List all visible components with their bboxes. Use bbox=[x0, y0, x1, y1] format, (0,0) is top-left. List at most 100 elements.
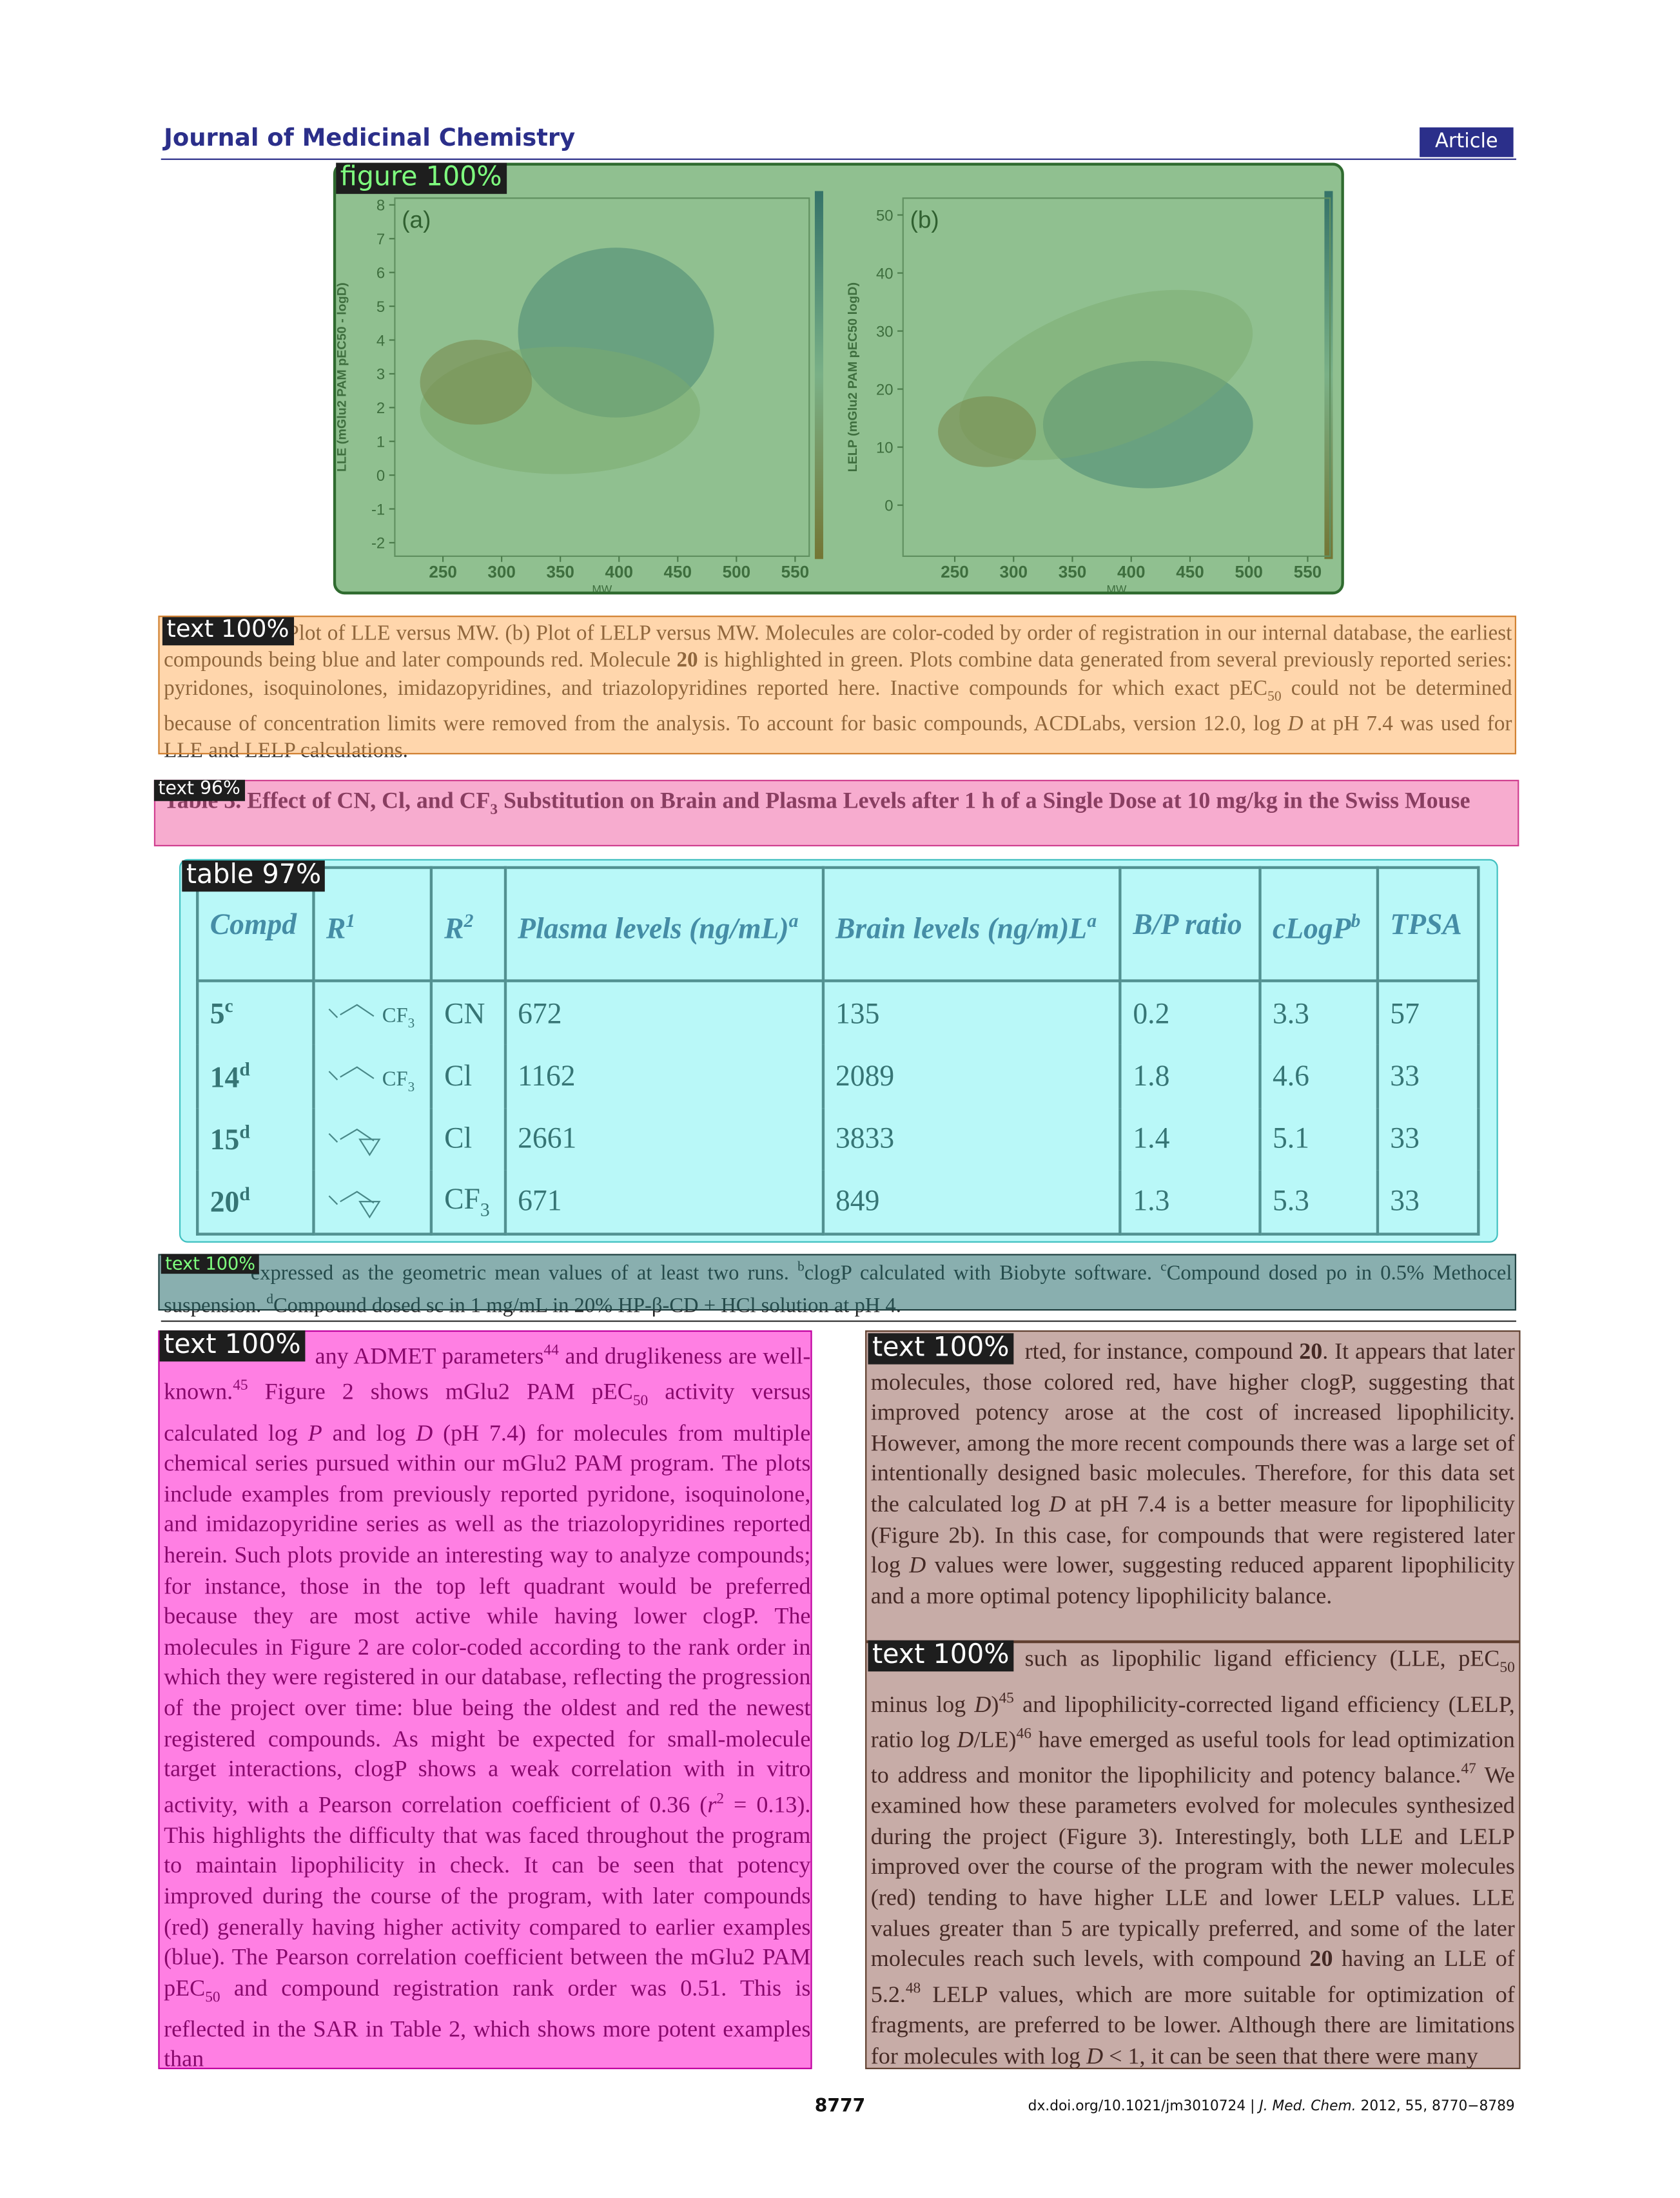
table-cell: 3833 bbox=[821, 1107, 1122, 1171]
table-cell: Cl bbox=[430, 1045, 507, 1108]
text-run: Table 3. Effect of CN, Cl, and CF bbox=[164, 786, 491, 814]
header-cell: B/P ratio bbox=[1118, 866, 1262, 983]
text-run: CF bbox=[382, 1005, 408, 1028]
table-cell: CN bbox=[430, 981, 507, 1046]
text-b: 20 bbox=[676, 648, 698, 673]
table-cell: 33 bbox=[1376, 1107, 1480, 1171]
y-tick-label: 2 bbox=[376, 400, 385, 417]
x-tick-label: 550 bbox=[1294, 562, 1322, 581]
text-run: 20 bbox=[210, 1184, 240, 1219]
y-tick-label: 10 bbox=[876, 439, 894, 456]
y-axis-title: LELP (mGlu2 PAM pEC50 logD) bbox=[846, 282, 860, 472]
text-sub: 50 bbox=[1499, 1659, 1515, 1677]
bond bbox=[328, 1065, 375, 1080]
text-sup: 46 bbox=[1016, 1725, 1031, 1742]
cell-value: 2661 bbox=[518, 1121, 577, 1156]
x-tick-label: 350 bbox=[546, 562, 574, 581]
text-run: is highlighted in green. Plots combine d… bbox=[164, 648, 1512, 700]
y-axis-title: LLE (mGlu2 PAM pEC50 - logD) bbox=[335, 282, 349, 472]
body-text: any ADMET parameters44 and druglikeness … bbox=[164, 1336, 810, 2075]
text-i: D bbox=[416, 1419, 433, 1446]
cell-value: 3.3 bbox=[1272, 996, 1309, 1031]
text-sup: c bbox=[224, 995, 233, 1017]
text-run: at pH 7.4 is a better measure for lipoph… bbox=[870, 1490, 1515, 1579]
cell-value: 57 bbox=[1390, 996, 1420, 1031]
colorbar bbox=[1324, 191, 1333, 559]
table-cell: 1.3 bbox=[1118, 1170, 1262, 1236]
text-i: P bbox=[308, 1419, 322, 1446]
text-run: rted, for instance, compound bbox=[1024, 1337, 1300, 1365]
table-cell: 135 bbox=[821, 981, 1122, 1046]
table-cell: CF3 bbox=[312, 981, 433, 1046]
text-run: and lipophilicity-corrected ligand effic… bbox=[870, 1690, 1515, 1753]
table-cell: Cl bbox=[430, 1107, 507, 1171]
x-tick-label: 500 bbox=[723, 562, 750, 581]
header-cell: R2 bbox=[430, 866, 507, 983]
header-cell: Plasma levels (ng/mL)a bbox=[503, 866, 825, 983]
substituent: CF3 bbox=[382, 1068, 415, 1095]
text-i: D bbox=[909, 1551, 926, 1579]
text-sub: 3 bbox=[407, 1079, 415, 1095]
text-sub: 3 bbox=[490, 801, 498, 819]
text-run: Plot of LLE versus MW. (b) Plot of LELP … bbox=[164, 621, 1512, 673]
table-cell: 4.6 bbox=[1258, 1045, 1379, 1108]
cell-value: 1.8 bbox=[1133, 1058, 1170, 1093]
text-run: cLogP bbox=[1272, 911, 1351, 945]
citation: dx.doi.org/10.1021/jm3010724 | J. Med. C… bbox=[980, 2099, 1515, 2114]
x-tick-label: 450 bbox=[1176, 562, 1204, 581]
text-run: /LE) bbox=[973, 1726, 1017, 1753]
table-cell: 0.2 bbox=[1118, 981, 1262, 1046]
y-tick-label: -2 bbox=[371, 535, 385, 552]
panel-label: (b) bbox=[910, 206, 939, 233]
text-run: 2012, 55, 8770−8789 bbox=[1356, 2099, 1515, 2115]
text-run: at pH 7.4 was used for LLE and LELP calc… bbox=[164, 712, 1512, 763]
text-run: R bbox=[326, 911, 346, 945]
table-footnote: expressed as the geometric mean values o… bbox=[164, 1256, 1512, 1319]
text-sub: 3 bbox=[407, 1016, 415, 1033]
text-i: J. Med. Chem. bbox=[1259, 2099, 1356, 2115]
cell-value: 1.3 bbox=[1133, 1183, 1170, 1218]
table-cell: 3.3 bbox=[1258, 981, 1379, 1046]
table-cell: 2661 bbox=[503, 1107, 825, 1171]
table-cell: 1.4 bbox=[1118, 1107, 1262, 1171]
text-sup: b bbox=[797, 1259, 805, 1276]
cell-value: 672 bbox=[518, 996, 562, 1031]
text-run: CF bbox=[444, 1181, 480, 1216]
text-sup: 2 bbox=[464, 909, 474, 931]
text-sub: 50 bbox=[632, 1392, 649, 1410]
cell-value: 5.1 bbox=[1272, 1121, 1309, 1156]
x-tick-label: 500 bbox=[1235, 562, 1262, 581]
cyclopropyl bbox=[358, 1201, 381, 1220]
cell-value: 33 bbox=[1390, 1058, 1420, 1093]
text-sup: 45 bbox=[999, 1689, 1014, 1707]
table-cell: 33 bbox=[1376, 1170, 1480, 1236]
x-tick-label: 250 bbox=[941, 562, 968, 581]
table-cell: 5c bbox=[196, 981, 315, 1046]
table-cell: 5.1 bbox=[1258, 1107, 1379, 1171]
text-sub: 50 bbox=[205, 1989, 220, 2006]
text-run: TPSA bbox=[1390, 906, 1462, 941]
table-cell: CF3 bbox=[312, 1045, 433, 1108]
text-run: expressed as the geometric mean values o… bbox=[250, 1262, 798, 1285]
text-run: minus log bbox=[870, 1690, 975, 1718]
text-run: LELP values, which are more suitable for… bbox=[870, 1980, 1515, 2069]
text-run: such as lipophilic ligand efficiency (LL… bbox=[1024, 1644, 1500, 1672]
text-sup: b bbox=[1351, 909, 1361, 931]
text-run: clogP calculated with Biobyte software. bbox=[804, 1262, 1161, 1285]
journal-title: Journal of Medicinal Chemistry bbox=[164, 124, 576, 153]
x-tick-label: 450 bbox=[664, 562, 692, 581]
section-rule bbox=[161, 1320, 1516, 1322]
header-rule bbox=[161, 158, 1516, 160]
y-tick-label: 8 bbox=[376, 197, 385, 215]
text-run: = 0.13). This highlights the difficulty … bbox=[164, 1791, 811, 2001]
text-sup: a bbox=[1087, 909, 1097, 931]
x-tick-label: 350 bbox=[1059, 562, 1086, 581]
header-cell: Compd bbox=[196, 866, 315, 983]
text-sup: 45 bbox=[233, 1377, 248, 1395]
substituent: CF3 bbox=[382, 1005, 415, 1033]
cell-value: 2089 bbox=[835, 1058, 895, 1093]
panel-label: (a) bbox=[402, 206, 431, 233]
text-run: Cl bbox=[444, 1058, 473, 1093]
x-tick-label: 250 bbox=[429, 562, 456, 581]
